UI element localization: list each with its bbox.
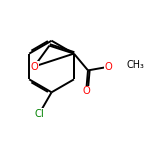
Text: Cl: Cl: [34, 109, 44, 119]
Text: CH₃: CH₃: [126, 60, 144, 70]
Text: O: O: [82, 86, 90, 97]
Text: O: O: [30, 62, 38, 71]
Text: O: O: [104, 62, 112, 72]
